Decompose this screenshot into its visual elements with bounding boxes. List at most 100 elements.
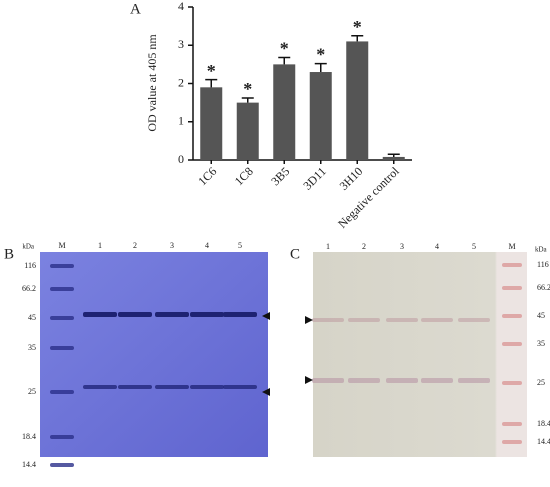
protein-band [458, 378, 490, 383]
protein-band [190, 312, 224, 317]
marker-label: 18.4 [22, 432, 36, 441]
marker-band [50, 390, 74, 394]
error-bar [278, 56, 291, 65]
bar [273, 64, 296, 160]
arrow [305, 316, 313, 324]
marker-band [50, 316, 74, 320]
marker-band [502, 381, 522, 385]
marker-label: 25 [28, 387, 36, 396]
panel-label: C [290, 246, 300, 262]
protein-band [348, 318, 380, 322]
marker-band [502, 314, 522, 318]
protein-band [190, 385, 224, 389]
marker-label: 18.4 [537, 419, 550, 428]
annotation: * [280, 39, 289, 59]
bar [346, 41, 369, 160]
protein-band [312, 318, 344, 322]
marker-label: 35 [537, 339, 545, 348]
protein-band [155, 385, 189, 389]
protein-band [155, 312, 189, 317]
protein-band [223, 312, 257, 317]
protein-band [83, 385, 117, 389]
marker-label: 14.4 [537, 437, 550, 446]
panel-label: B [4, 246, 14, 262]
lane-label: 1 [326, 242, 330, 251]
x-tick-label: 1C6 [195, 164, 219, 188]
protein-band [312, 378, 344, 383]
y-tick-label: 0 [178, 152, 184, 166]
error-bar [351, 34, 364, 42]
error-bar [314, 62, 327, 73]
arrow [262, 388, 270, 396]
lane-label: 3 [400, 242, 404, 251]
marker-band [50, 264, 74, 268]
x-tick-label: 1C8 [232, 164, 256, 188]
error-bar [387, 153, 400, 157]
lane-label: 2 [133, 241, 137, 250]
marker-band [502, 440, 522, 444]
marker-label: 66.2 [537, 283, 550, 292]
annotation: * [353, 17, 362, 37]
lane-label: 2 [362, 242, 366, 251]
error-bar [205, 78, 218, 88]
marker-band [50, 435, 74, 439]
unit-label: kDa [535, 246, 548, 254]
unit-label: kDa [22, 243, 35, 251]
bar [200, 87, 223, 160]
y-tick-label: 1 [178, 114, 184, 128]
lane-label: 3 [170, 241, 174, 250]
protein-band [223, 385, 257, 389]
marker-label: 25 [537, 378, 545, 387]
y-tick-label: 3 [178, 37, 184, 51]
marker-band [502, 342, 522, 346]
annotation: * [243, 79, 252, 99]
gel-image [40, 252, 268, 457]
x-tick-label: 3H10 [337, 164, 366, 193]
marker-label: 45 [537, 311, 545, 320]
lane-label: 4 [435, 242, 439, 251]
bar [382, 156, 405, 160]
protein-band [118, 312, 152, 317]
lane-label: M [508, 242, 515, 251]
marker-label: 45 [28, 313, 36, 322]
protein-band [458, 318, 490, 322]
bar [309, 72, 332, 160]
bar [236, 102, 259, 160]
gel-image [313, 252, 527, 457]
panel-label: A [130, 1, 141, 17]
marker-label: 35 [28, 343, 36, 352]
arrow [262, 312, 270, 320]
marker-band [50, 346, 74, 350]
protein-band [348, 378, 380, 383]
y-tick-label: 2 [178, 75, 184, 89]
y-axis-label: OD value at 405 nm [145, 34, 159, 132]
marker-band [502, 286, 522, 290]
y-tick-label: 4 [178, 0, 184, 13]
marker-band [502, 422, 522, 426]
protein-band [421, 318, 453, 322]
marker-label: 116 [537, 260, 549, 269]
annotation: * [207, 61, 216, 81]
marker-label: 116 [24, 261, 36, 270]
protein-band [83, 312, 117, 317]
marker-label: 14.4 [22, 460, 36, 469]
marker-band [50, 287, 74, 291]
x-tick-label: 3D11 [300, 164, 328, 192]
error-bar [241, 97, 254, 103]
arrow [305, 376, 313, 384]
lane-label: 1 [98, 241, 102, 250]
protein-band [421, 378, 453, 383]
lane-label: M [58, 241, 65, 250]
lane-label: 5 [472, 242, 476, 251]
marker-band [50, 463, 74, 467]
protein-band [386, 378, 418, 383]
protein-band [118, 385, 152, 389]
lane-label: 4 [205, 241, 209, 250]
marker-band [502, 263, 522, 267]
marker-label: 66.2 [22, 284, 36, 293]
protein-band [386, 318, 418, 322]
x-tick-label: 3B5 [268, 164, 292, 188]
annotation: * [316, 45, 325, 65]
lane-label: 5 [238, 241, 242, 250]
